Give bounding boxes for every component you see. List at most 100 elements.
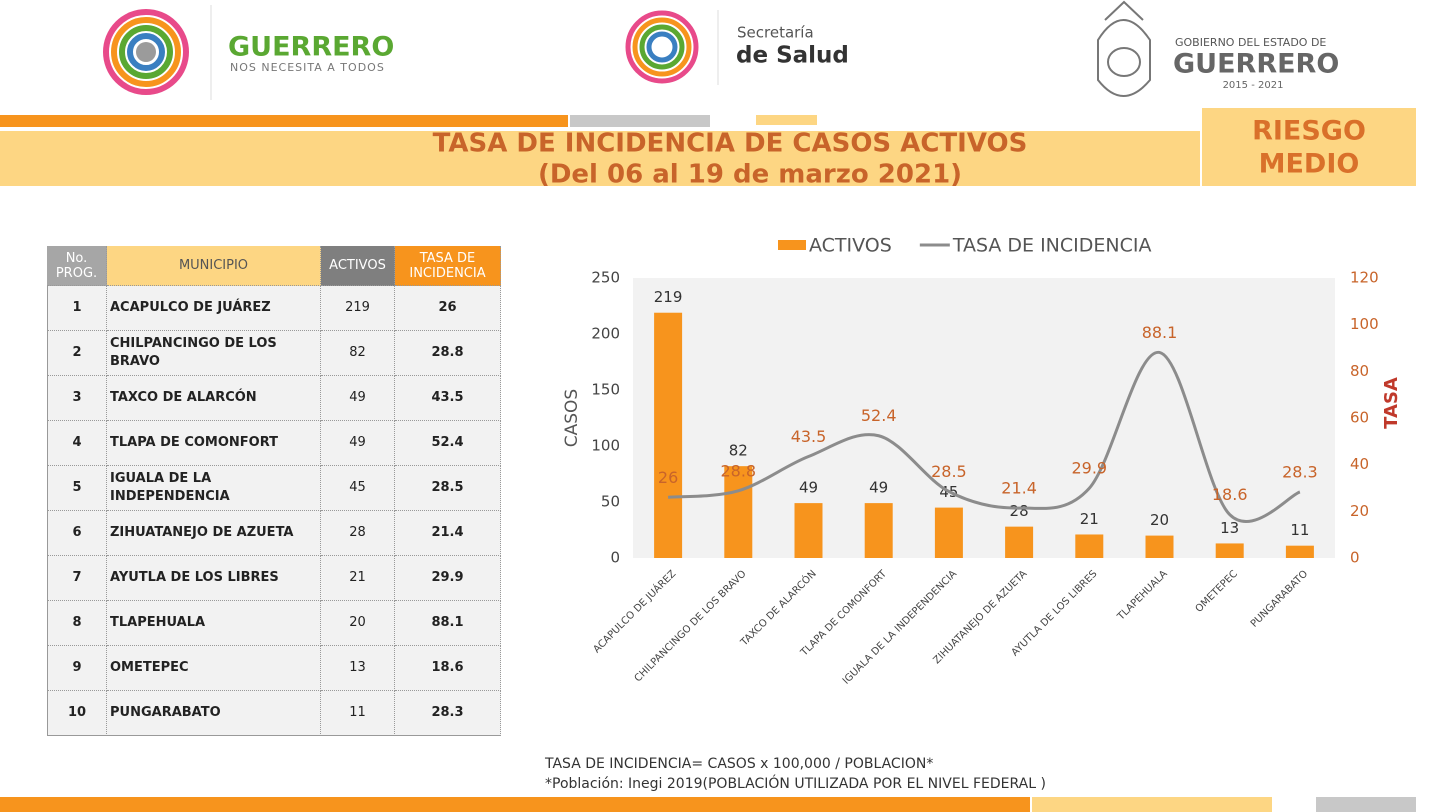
risk-line2: MEDIO: [1259, 149, 1360, 180]
bar: [1215, 543, 1244, 558]
stripe: [0, 115, 568, 127]
subtitle: (Del 06 al 19 de marzo 2021): [538, 160, 962, 190]
gov-years: 2015 - 2021: [1223, 80, 1284, 91]
x-tick-label: OMETEPEC: [1194, 568, 1240, 614]
table-header: TASA DE INCIDENCIA: [395, 246, 501, 286]
table-cell: 11: [321, 691, 395, 736]
title-band: [0, 131, 1200, 186]
x-tick-label: CHILPANCINGO DE LOS BRAVO: [633, 568, 749, 684]
table-cell: 28.3: [395, 691, 501, 736]
table-header: No. PROG.: [47, 246, 107, 286]
table-cell: 8: [47, 601, 107, 646]
table-cell: 13: [321, 646, 395, 691]
line-label: 28.3: [1282, 462, 1318, 481]
table-header: MUNICIPIO: [107, 246, 321, 286]
y2-tick-label: 100: [1350, 315, 1379, 333]
y-tick-label: 200: [591, 325, 620, 343]
line-label: 18.6: [1212, 485, 1248, 504]
stripe: [756, 115, 817, 125]
table-cell: 4: [47, 421, 107, 466]
stripe: [1032, 797, 1272, 812]
line-label: 88.1: [1142, 323, 1178, 342]
table-cell: PUNGARABATO: [107, 691, 321, 736]
table-cell: 49: [321, 376, 395, 421]
y-tick-label: 0: [610, 549, 620, 567]
brand-logo: [103, 9, 189, 95]
line-label: 28.8: [720, 461, 756, 480]
table-cell: 18.6: [395, 646, 501, 691]
stripe: [1316, 797, 1416, 812]
stripe: [0, 797, 1030, 812]
table-cell: 88.1: [395, 601, 501, 646]
legend-swatch: [778, 240, 806, 250]
bar: [654, 312, 683, 558]
table-cell: 45: [321, 466, 395, 511]
brand-title: GUERRERO: [228, 32, 394, 63]
table-cell: 20: [321, 601, 395, 646]
x-tick-label: TAXCO DE ALARCÓN: [737, 567, 819, 649]
bar: [724, 466, 753, 558]
table-cell: 26: [395, 286, 501, 331]
table-cell: 29.9: [395, 556, 501, 601]
title: TASA DE INCIDENCIA DE CASOS ACTIVOS: [433, 129, 1028, 159]
legend-label: ACTIVOS: [809, 235, 892, 257]
table-cell: 1: [47, 286, 107, 331]
table-cell: 9: [47, 646, 107, 691]
x-tick-label: IGUALA DE LA INDEPENDENCIA: [841, 568, 959, 686]
bar: [934, 507, 963, 558]
table-cell: 3: [47, 376, 107, 421]
footnote: TASA DE INCIDENCIA= CASOS x 100,000 / PO…: [544, 756, 933, 772]
y2-tick-label: 80: [1350, 362, 1369, 380]
y-tick-label: 50: [601, 493, 620, 511]
table-cell: TLAPEHUALA: [107, 601, 321, 646]
table-header: ACTIVOS: [321, 246, 395, 286]
health-line2: de Salud: [736, 43, 849, 69]
table-cell: 21.4: [395, 511, 501, 556]
bar-label: 13: [1220, 519, 1239, 537]
gov-line1: GOBIERNO DEL ESTADO DE: [1175, 36, 1326, 49]
bar-label: 49: [799, 479, 818, 497]
table-cell: ZIHUATANEJO DE AZUETA: [107, 511, 321, 556]
line-label: 21.4: [1001, 479, 1037, 498]
bar-label: 21: [1080, 510, 1099, 528]
y-axis-title: CASOS: [562, 389, 582, 447]
x-tick-label: ACAPULCO DE JUÁREZ: [590, 567, 678, 655]
y2-tick-label: 120: [1350, 269, 1379, 287]
bar-label: 49: [869, 479, 888, 497]
gov-crest: [1097, 0, 1151, 97]
line: [667, 350, 1301, 523]
line-label: 43.5: [791, 427, 827, 446]
table-cell: 2: [47, 331, 107, 376]
table-cell: 28.5: [395, 466, 501, 511]
y-tick-label: 250: [591, 269, 620, 287]
table-cell: 28.8: [395, 331, 501, 376]
bar-label: 82: [729, 442, 748, 460]
stripe: [570, 115, 710, 127]
table-cell: ACAPULCO DE JUÁREZ: [107, 286, 321, 331]
table-cell: 52.4: [395, 421, 501, 466]
brand-subtitle: NOS NECESITA A TODOS: [230, 61, 385, 74]
health-line1: Secretaría: [737, 24, 814, 42]
legend-label: TASA DE INCIDENCIA: [952, 235, 1152, 257]
y-tick-label: 150: [591, 381, 620, 399]
y2-tick-label: 0: [1350, 549, 1360, 567]
bar: [1285, 545, 1314, 558]
table-cell: 6: [47, 511, 107, 556]
table-cell: 7: [47, 556, 107, 601]
bar-label: 219: [654, 288, 683, 306]
y2-tick-label: 20: [1350, 502, 1369, 520]
line-label: 26: [658, 468, 678, 487]
risk-line1: RIESGO: [1252, 116, 1366, 147]
table-cell: 49: [321, 421, 395, 466]
health-logo: [625, 10, 699, 84]
bar-label: 20: [1150, 511, 1169, 529]
x-tick-label: PUNGARABATO: [1249, 568, 1310, 629]
line-label: 28.5: [931, 462, 967, 481]
bar: [1005, 526, 1034, 558]
table-cell: IGUALA DE LA INDEPENDENCIA: [107, 466, 321, 511]
gov-line2: GUERRERO: [1173, 49, 1339, 80]
bar: [794, 503, 823, 558]
bar: [1145, 535, 1174, 558]
